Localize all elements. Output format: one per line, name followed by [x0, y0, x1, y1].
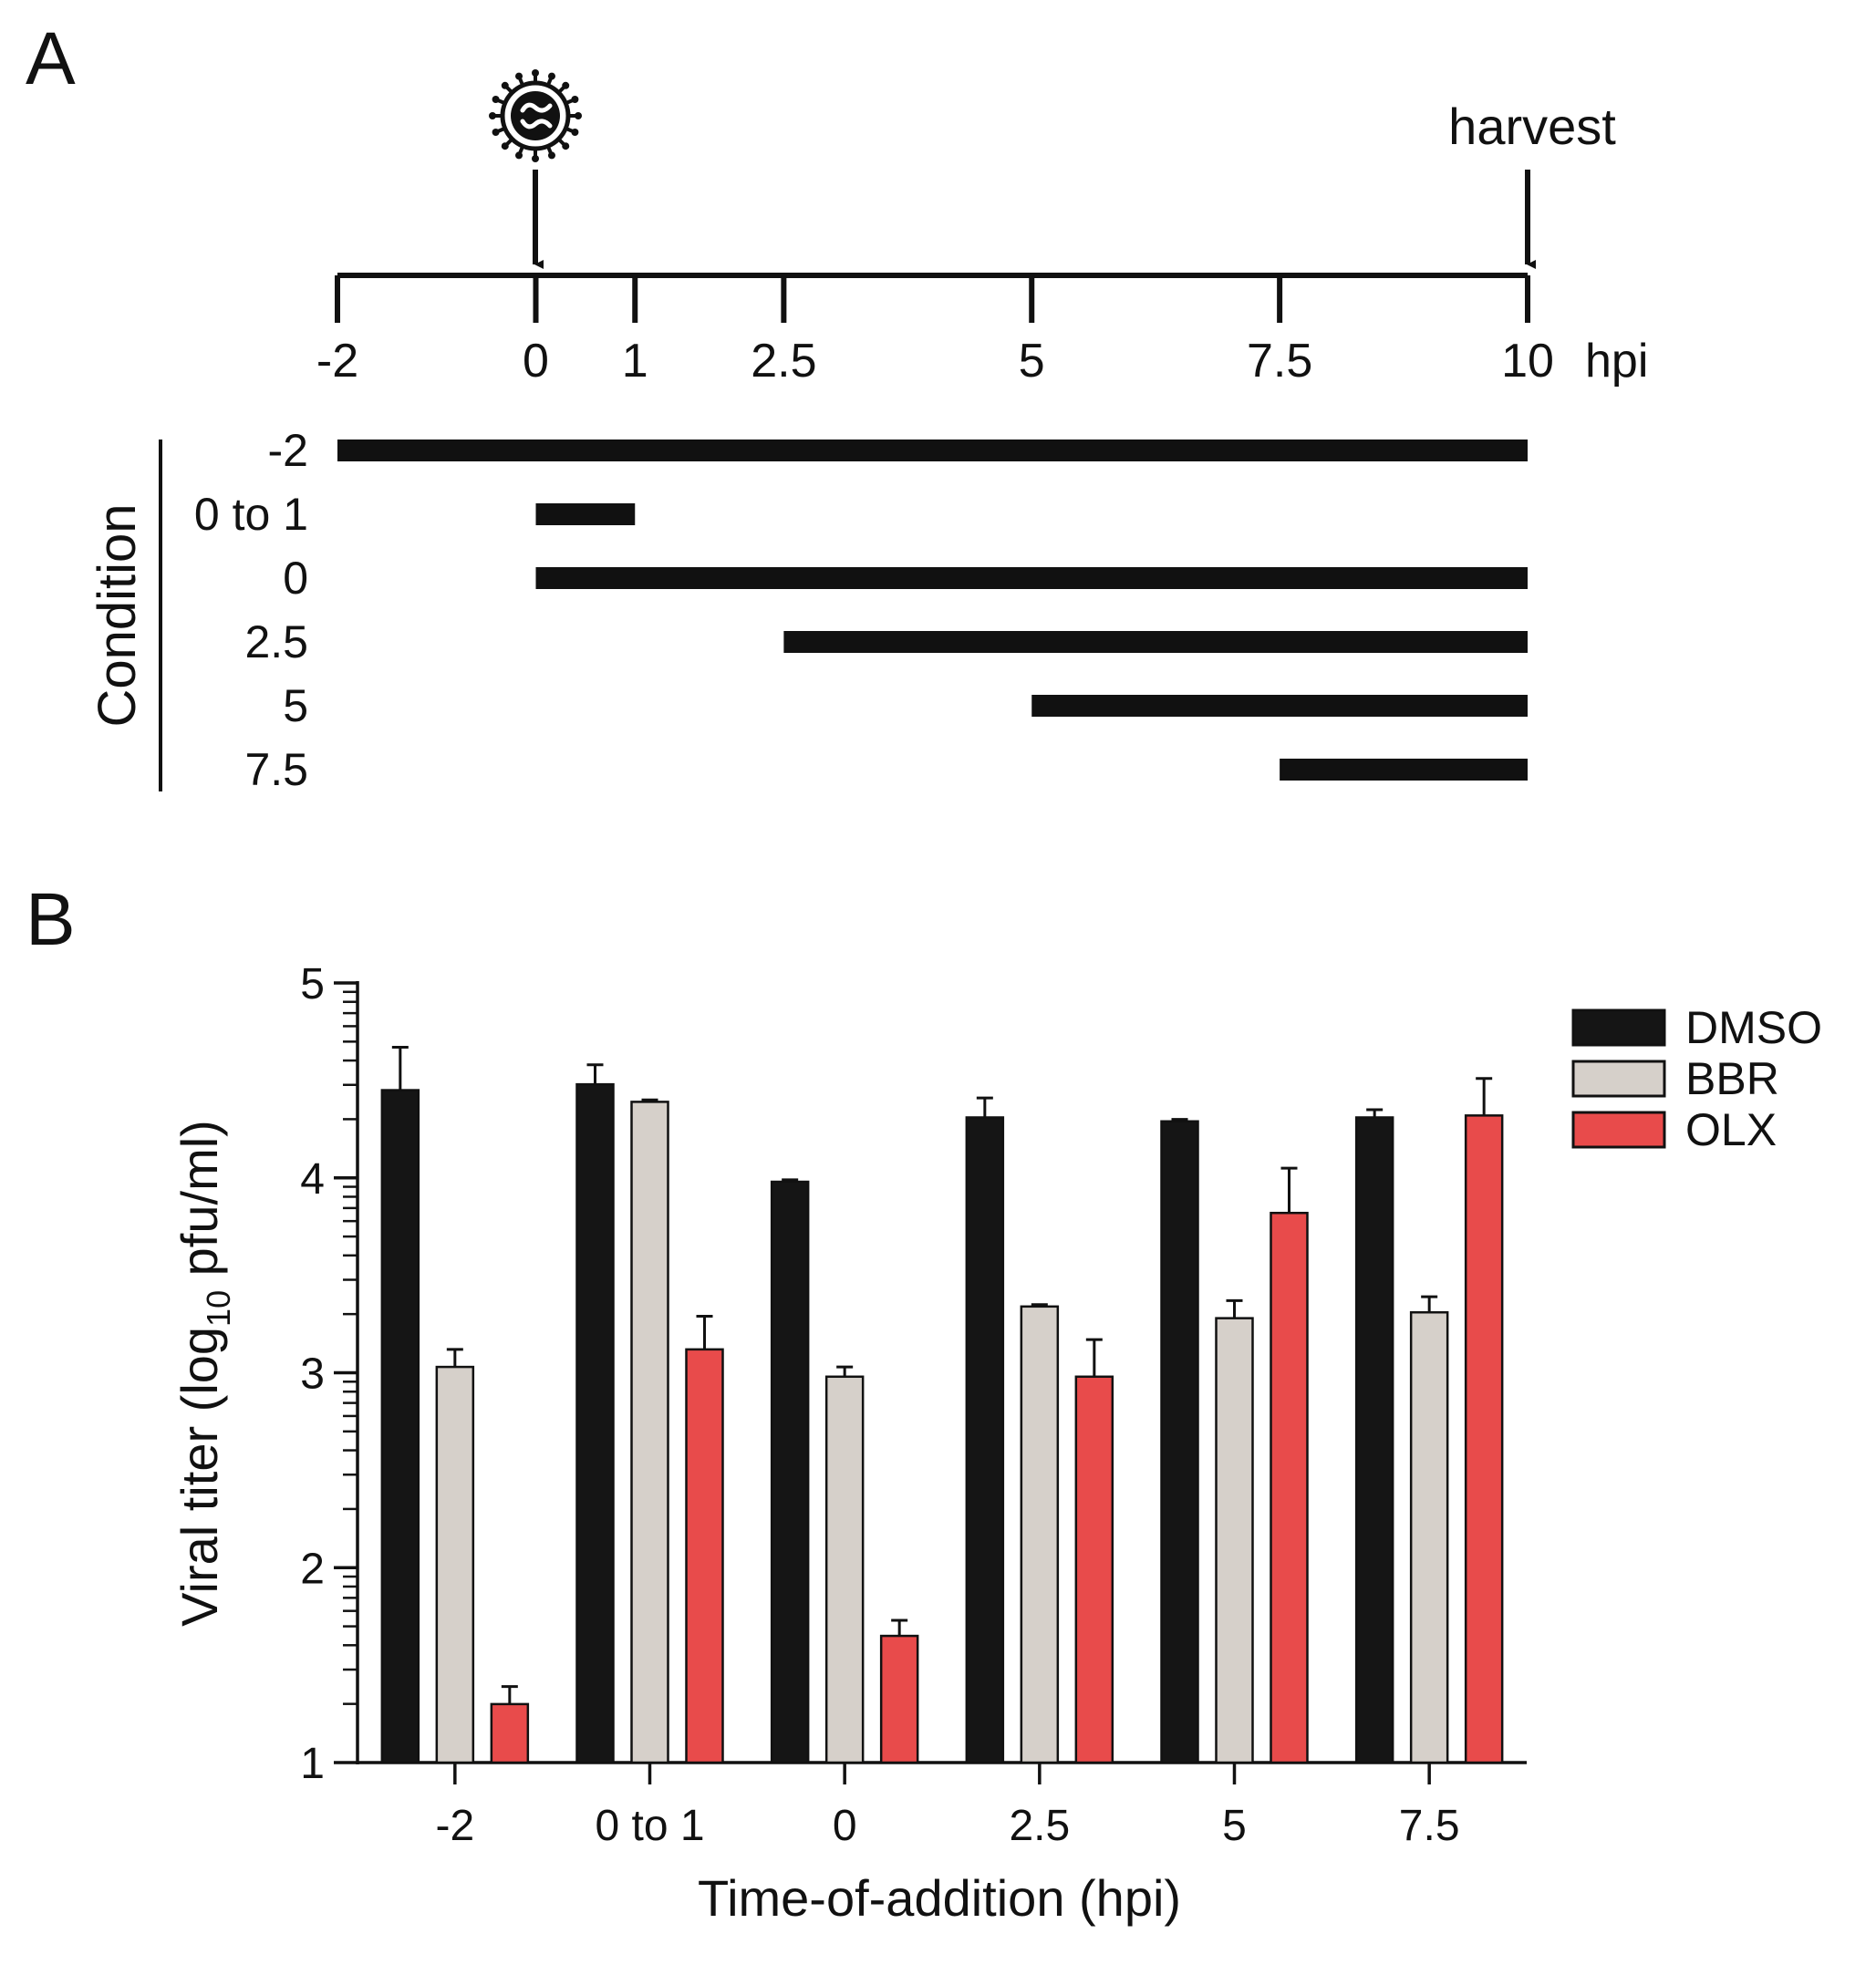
timeline-tick-label: 5 — [1019, 335, 1045, 388]
legend-swatch-olx — [1571, 1111, 1666, 1149]
legend-label: DMSO — [1685, 1002, 1822, 1053]
bar-olx — [1074, 1375, 1114, 1764]
y-tick-label: 3 — [300, 1350, 325, 1399]
condition-label: 0 — [283, 553, 308, 604]
bar-dmso — [1160, 1120, 1199, 1764]
bar-olx — [490, 1702, 530, 1764]
virus-spike-tip — [489, 112, 496, 119]
panel-a: A harvest -2 0 1 2.5 5 7.5 10 hpi Condition -2… — [26, 17, 1648, 795]
virus-spike-tip — [501, 142, 509, 150]
virus-spike-tip — [492, 96, 500, 104]
harvest-label: harvest — [1448, 98, 1616, 155]
virus-spike-tip — [532, 155, 539, 162]
virus-spike-tip — [571, 128, 579, 136]
condition-label: 0 to 1 — [194, 489, 308, 540]
timeline-tick-label: 1 — [622, 335, 648, 388]
x-tick-label: 5 — [1222, 1802, 1247, 1850]
bar-dmso — [770, 1180, 810, 1764]
bar-bbr — [435, 1365, 475, 1764]
legend-swatch-bbr — [1571, 1060, 1666, 1098]
virus-spike-tip — [547, 151, 555, 160]
bar-bbr — [824, 1375, 865, 1764]
bar-chart: 1 2 3 4 5 -2 0 to 1 0 2.5 5 7.5 — [300, 960, 1527, 1850]
condition-bars: -2 0 to 1 0 2.5 5 7.5 — [194, 425, 1528, 795]
bar-bbr — [630, 1101, 669, 1764]
virus-icon — [489, 69, 582, 162]
bar-dmso — [1354, 1116, 1394, 1764]
x-tick-label: 2.5 — [1009, 1802, 1070, 1850]
panel-b: B 1 2 3 4 5 -2 0 to 1 0 2.5 5 7.5 Viral titer (log… — [26, 878, 1822, 1927]
x-axis-title: Time-of-addition (hpi) — [698, 1869, 1181, 1927]
bar-bbr — [1020, 1305, 1060, 1764]
x-tick-label: 0 — [833, 1802, 857, 1850]
y-axis-title-sub: 10 — [200, 1290, 237, 1327]
timeline-tick-label: 10 — [1501, 335, 1554, 388]
bar-olx — [1270, 1211, 1309, 1764]
timeline-tick-label: 0 — [523, 335, 549, 388]
condition-label: -2 — [268, 425, 308, 476]
legend-label: BBR — [1685, 1053, 1779, 1104]
bar-dmso — [380, 1089, 420, 1764]
timeline-tick-label: 7.5 — [1247, 335, 1312, 388]
y-axis-title-suffix: pfu/ml) — [171, 1120, 228, 1290]
virus-spike-tip — [501, 81, 509, 89]
legend-swatch-dmso — [1571, 1008, 1666, 1047]
bar-bbr — [1409, 1310, 1449, 1764]
y-tick-label: 1 — [300, 1740, 325, 1788]
virus-spike-tip — [562, 142, 570, 150]
y-tick-label: 5 — [300, 960, 325, 1008]
y-tick-label: 4 — [300, 1155, 325, 1204]
condition-bar — [535, 503, 636, 525]
timeline-axis: -2 0 1 2.5 5 7.5 10 — [316, 273, 1554, 388]
bar-dmso — [965, 1116, 1005, 1764]
virus-spike-tip — [547, 72, 555, 80]
condition-axis-label: Condition — [88, 503, 147, 727]
legend-label: OLX — [1685, 1104, 1777, 1155]
virus-spike-tip — [515, 151, 523, 160]
virus-spike-tip — [532, 69, 539, 77]
condition-bar — [535, 567, 1528, 589]
condition-label: 2.5 — [244, 616, 308, 667]
condition-bar — [337, 440, 1528, 461]
condition-label: 7.5 — [244, 744, 308, 795]
panel-a-label: A — [26, 17, 76, 100]
bar-bbr — [1215, 1317, 1254, 1764]
condition-bar — [1031, 695, 1528, 717]
virus-spike-tip — [515, 72, 523, 80]
virus-spike-tip — [575, 112, 582, 119]
x-tick-label: 7.5 — [1399, 1802, 1460, 1850]
x-tick-label: -2 — [435, 1802, 474, 1850]
condition-bar — [783, 631, 1528, 653]
timeline-tick-label: -2 — [316, 335, 358, 388]
virus-spike-tip — [492, 128, 500, 136]
virus-spike-tip — [571, 96, 579, 104]
bar-olx — [879, 1634, 919, 1764]
timeline-tick-label: 2.5 — [751, 335, 816, 388]
condition-bar — [1280, 759, 1528, 781]
virus-spike-tip — [562, 81, 570, 89]
condition-label: 5 — [283, 680, 308, 731]
y-axis-title-prefix: Viral titer (log — [171, 1327, 228, 1627]
y-tick-label: 2 — [300, 1545, 325, 1593]
panel-b-label: B — [26, 878, 76, 961]
bar-olx — [685, 1348, 724, 1764]
y-axis-title: Viral titer (log10 pfu/ml) — [171, 1120, 237, 1627]
x-tick-label: 0 to 1 — [595, 1802, 704, 1850]
bar-dmso — [575, 1082, 615, 1764]
bar-olx — [1464, 1114, 1504, 1764]
timeline-unit-label: hpi — [1585, 335, 1648, 388]
